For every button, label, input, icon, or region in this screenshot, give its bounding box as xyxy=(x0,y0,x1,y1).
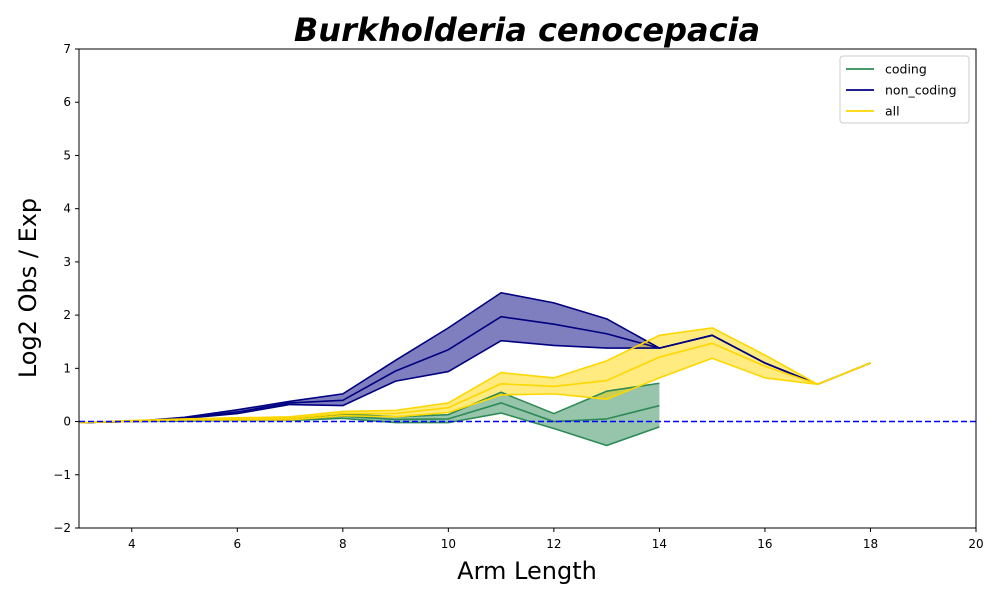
y-tick-label: 6 xyxy=(63,95,71,109)
x-axis: 4 6 8 10 12 14 16 18 20 xyxy=(128,528,984,551)
legend-label-all: all xyxy=(885,104,900,119)
x-tick-label: 18 xyxy=(863,537,878,551)
plot-area xyxy=(78,291,976,447)
y-tick-label: −1 xyxy=(53,468,71,482)
all-upper-line xyxy=(78,327,871,424)
y-tick-label: 2 xyxy=(63,308,71,322)
y-tick-label: 4 xyxy=(63,202,71,216)
chart-title: Burkholderia cenocepacia xyxy=(294,11,760,49)
y-axis-title: Log2 Obs / Exp xyxy=(14,198,42,378)
legend-label-coding: coding xyxy=(885,62,927,77)
y-tick-label: 7 xyxy=(63,42,71,56)
x-tick-label: 14 xyxy=(652,537,667,551)
x-tick-label: 8 xyxy=(339,537,347,551)
coding-lower-line xyxy=(78,412,660,447)
y-tick-label: 3 xyxy=(63,255,71,269)
coding-band xyxy=(79,383,660,446)
legend-box xyxy=(839,55,970,124)
x-tick-label: 10 xyxy=(441,537,456,551)
x-tick-label: 12 xyxy=(546,537,561,551)
y-tick-label: 1 xyxy=(63,361,71,375)
series-lines xyxy=(78,291,871,447)
non-coding-lower-line xyxy=(78,334,871,424)
all-band xyxy=(79,327,871,423)
x-tick-label: 6 xyxy=(233,537,241,551)
y-tick-label: −2 xyxy=(53,521,71,535)
x-tick-label: 4 xyxy=(128,537,136,551)
x-tick-label: 20 xyxy=(968,537,983,551)
x-tick-label: 16 xyxy=(757,537,772,551)
plot-frame xyxy=(78,48,977,529)
legend-label-non-coding: non_coding xyxy=(885,83,957,98)
x-axis-title: Arm Length xyxy=(457,557,597,585)
y-tick-label: 0 xyxy=(63,415,71,429)
confidence-bands xyxy=(79,292,871,446)
y-tick-label: 5 xyxy=(63,148,71,162)
y-axis: −2 −1 0 1 2 3 4 5 6 7 xyxy=(53,42,79,535)
all-lower-line xyxy=(78,357,871,424)
non-coding-band xyxy=(79,292,871,423)
